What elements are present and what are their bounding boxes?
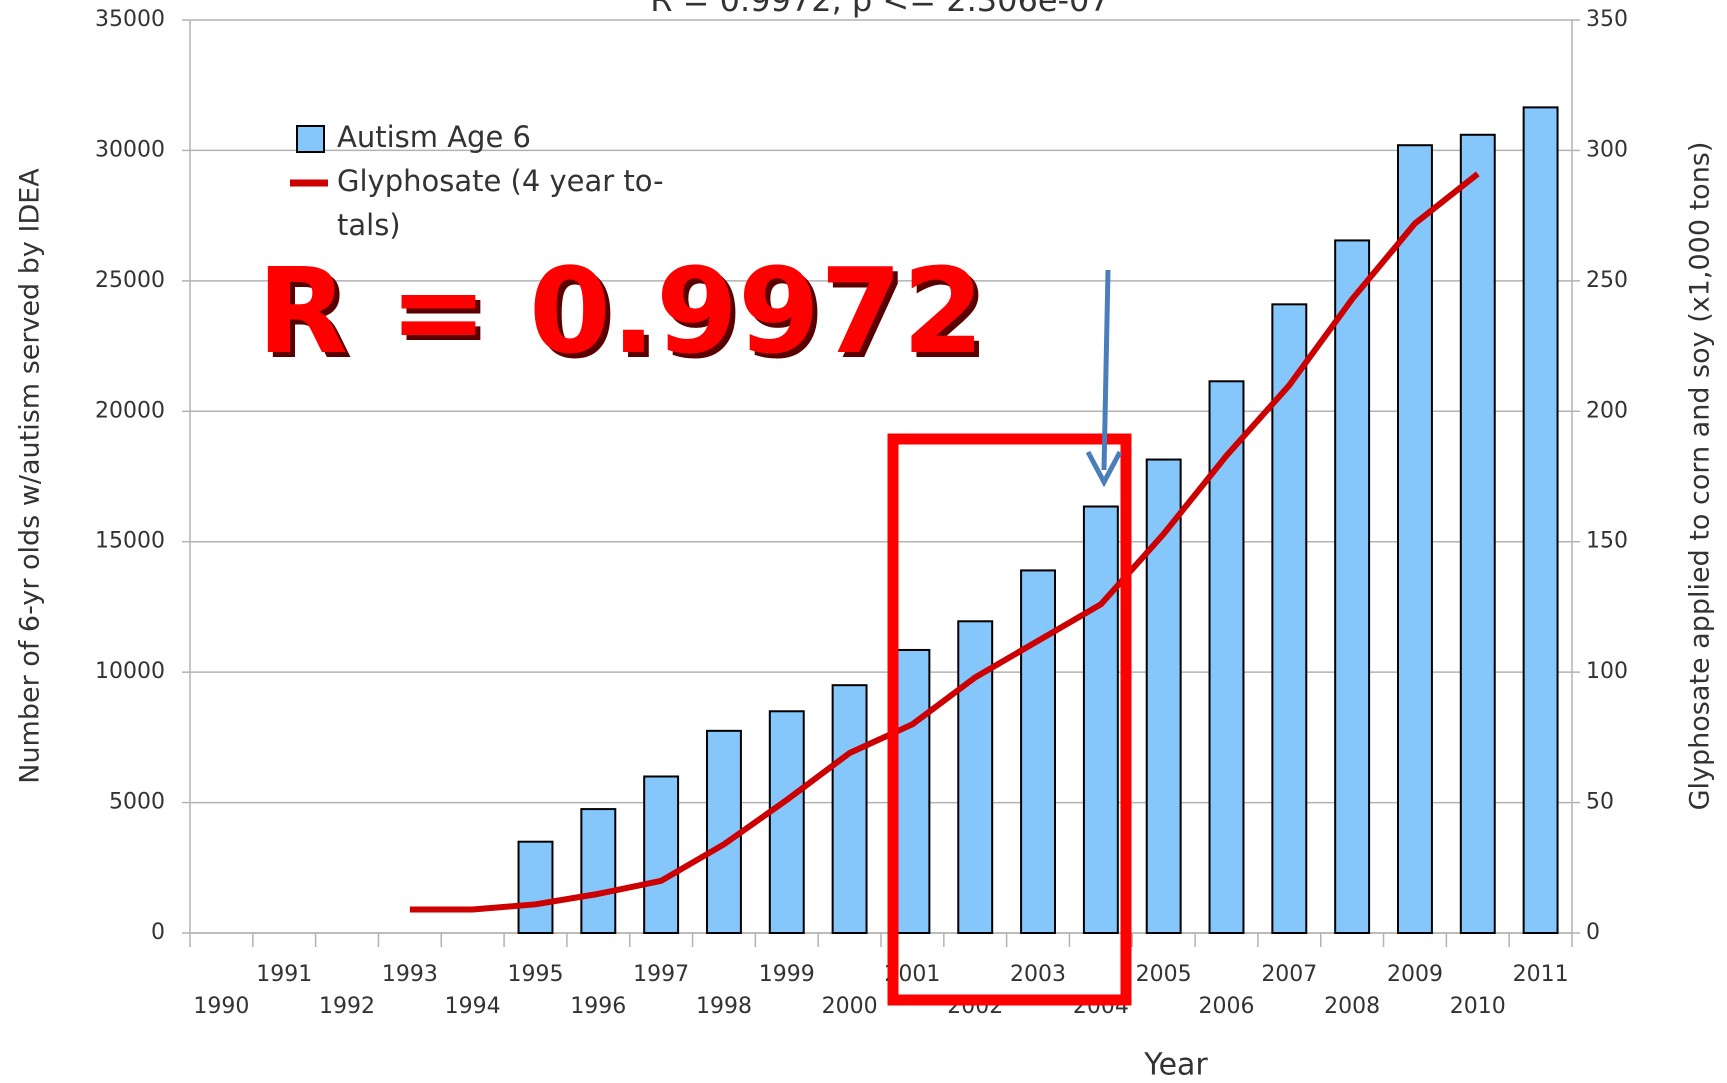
y-tick-label: 0 [151,920,165,945]
bar [1522,106,1559,934]
x-tick-label: 2010 [1450,994,1506,1019]
bar [1020,569,1057,934]
y2-tick-label: 300 [1586,137,1628,162]
bar [517,840,554,935]
y2-tick-label: 150 [1586,529,1628,554]
legend-label: Autism Age 6 [337,120,531,154]
bar [1459,133,1496,934]
x-tick-label: 2000 [822,994,878,1019]
x-tick-label: 1991 [256,962,312,987]
bar [831,684,868,935]
x-tick-label: 1992 [319,994,375,1019]
y-tick-label: 25000 [95,268,165,293]
bar [580,808,617,934]
legend-label: Glyphosate (4 year to-tals) [337,164,664,242]
bar [705,729,742,934]
x-tick-label: 2003 [1010,962,1066,987]
x-tick-label: 2006 [1199,994,1255,1019]
annotation: R = 0.9972 [257,242,984,380]
y-tick-label: 10000 [95,659,165,684]
line [409,171,1480,913]
legend-swatch [296,125,325,153]
x-tick-label: 1996 [570,994,626,1019]
y-tick-label: 30000 [95,137,165,162]
arrow-head [1085,450,1123,488]
bar [1271,303,1308,934]
y2-tick-label: 0 [1586,920,1600,945]
y-axis-label: Number of 6-yr olds w/autism served by I… [15,168,46,784]
x-tick-label: 2007 [1261,962,1317,987]
x-tick-label: 2005 [1136,962,1192,987]
bar [1208,380,1245,934]
y-tick-label: 35000 [95,7,165,32]
highlight-box [887,433,1132,1006]
bar [894,648,931,934]
bar [1334,239,1371,935]
y-tick-label: 15000 [95,529,165,554]
x-axis-label: Year [1143,1048,1208,1083]
y2-tick-label: 350 [1586,7,1628,32]
y-tick-label: 5000 [109,790,165,815]
x-tick-label: 2009 [1387,962,1443,987]
x-tick-label: 1990 [193,994,249,1019]
y2-tick-label: 200 [1586,398,1628,423]
y2-tick-label: 250 [1586,268,1628,293]
y2-tick-label: 100 [1586,659,1628,684]
y2-axis-label: Glyphosate applied to corn and soy (x1,0… [1685,142,1716,811]
annotation-shadow: R = 0.9972 [262,247,989,385]
x-tick-label: 1999 [759,962,815,987]
chart-title: R = 0.9972, p <= 2.306e-07 [650,0,1110,19]
bar [643,775,680,934]
arrow-shaft [1101,269,1111,471]
y-tick-label: 20000 [95,398,165,423]
y2-tick-label: 50 [1586,790,1614,815]
x-tick-label: 2008 [1324,994,1380,1019]
x-tick-label: 1998 [696,994,752,1019]
x-tick-label: 2011 [1513,962,1569,987]
bar [1396,144,1433,934]
bar [768,710,805,934]
x-tick-label: 1994 [445,994,501,1019]
x-tick-label: 1993 [382,962,438,987]
x-tick-label: 1997 [633,962,689,987]
bar [1082,505,1119,934]
x-tick-label: 1995 [508,962,564,987]
bar [1145,458,1182,934]
